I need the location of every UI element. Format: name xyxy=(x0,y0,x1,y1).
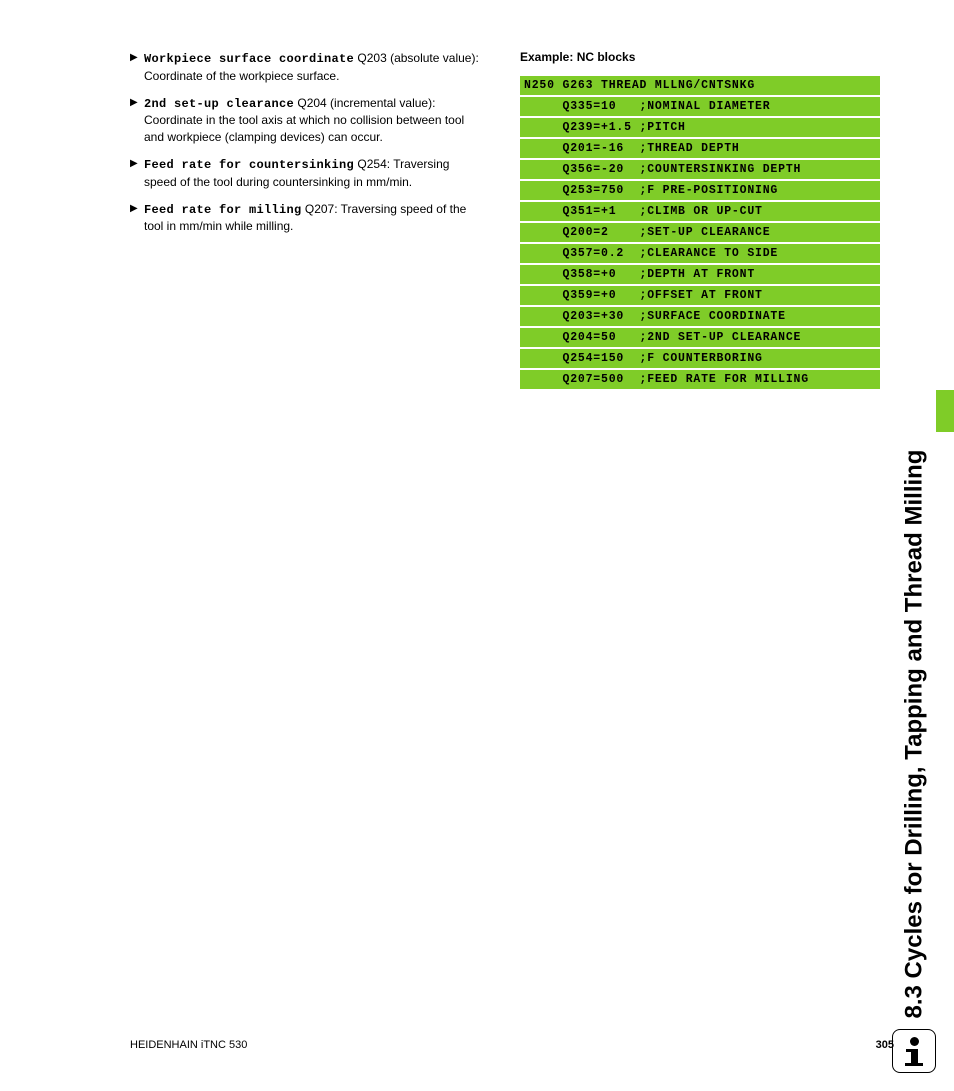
bullet-text: 2nd set-up clearance Q204 (incremental v… xyxy=(144,95,480,146)
code-cell: Q351=+1 ;CLIMB OR UP-CUT xyxy=(520,202,880,221)
code-cell: Q253=750 ;F PRE-POSITIONING xyxy=(520,181,880,200)
bullet-bold-term: 2nd set-up clearance xyxy=(144,97,294,111)
bullet-text: Feed rate for countersinking Q254: Trave… xyxy=(144,156,480,191)
bullet-marker-icon: ▶ xyxy=(130,50,144,85)
bullet-text: Workpiece surface coordinate Q203 (absol… xyxy=(144,50,480,85)
nc-code-table: N250 G263 THREAD MLLNG/CNTSNKG Q335=10 ;… xyxy=(520,74,880,391)
code-cell: N250 G263 THREAD MLLNG/CNTSNKG xyxy=(520,76,880,95)
code-row: Q204=50 ;2ND SET-UP CLEARANCE xyxy=(520,328,880,347)
info-icon xyxy=(892,1029,936,1073)
section-title-vertical: 8.3 Cycles for Drilling, Tapping and Thr… xyxy=(894,48,934,748)
bullet-item: ▶Workpiece surface coordinate Q203 (abso… xyxy=(130,50,480,85)
content-columns: ▶Workpiece surface coordinate Q203 (abso… xyxy=(130,50,894,391)
code-row: Q359=+0 ;OFFSET AT FRONT xyxy=(520,286,880,305)
code-cell: Q359=+0 ;OFFSET AT FRONT xyxy=(520,286,880,305)
code-row: Q351=+1 ;CLIMB OR UP-CUT xyxy=(520,202,880,221)
code-cell: Q356=-20 ;COUNTERSINKING DEPTH xyxy=(520,160,880,179)
code-row: Q207=500 ;FEED RATE FOR MILLING xyxy=(520,370,880,389)
bullet-marker-icon: ▶ xyxy=(130,95,144,146)
left-column: ▶Workpiece surface coordinate Q203 (abso… xyxy=(130,50,480,391)
code-row: Q203=+30 ;SURFACE COORDINATE xyxy=(520,307,880,326)
bullet-item: ▶2nd set-up clearance Q204 (incremental … xyxy=(130,95,480,146)
bullet-marker-icon: ▶ xyxy=(130,156,144,191)
code-cell: Q358=+0 ;DEPTH AT FRONT xyxy=(520,265,880,284)
code-cell: Q254=150 ;F COUNTERBORING xyxy=(520,349,880,368)
code-row: Q239=+1.5 ;PITCH xyxy=(520,118,880,137)
code-row: Q358=+0 ;DEPTH AT FRONT xyxy=(520,265,880,284)
code-cell: Q207=500 ;FEED RATE FOR MILLING xyxy=(520,370,880,389)
code-cell: Q203=+30 ;SURFACE COORDINATE xyxy=(520,307,880,326)
code-cell: Q239=+1.5 ;PITCH xyxy=(520,118,880,137)
code-cell: Q200=2 ;SET-UP CLEARANCE xyxy=(520,223,880,242)
code-row: Q335=10 ;NOMINAL DIAMETER xyxy=(520,97,880,116)
code-cell: Q201=-16 ;THREAD DEPTH xyxy=(520,139,880,158)
page-container: ▶Workpiece surface coordinate Q203 (abso… xyxy=(0,0,954,1091)
footer-product: HEIDENHAIN iTNC 530 xyxy=(130,1039,247,1051)
bullet-item: ▶Feed rate for countersinking Q254: Trav… xyxy=(130,156,480,191)
bullet-bold-term: Feed rate for countersinking xyxy=(144,158,354,172)
bullet-text: Feed rate for milling Q207: Traversing s… xyxy=(144,201,480,236)
bullet-item: ▶Feed rate for milling Q207: Traversing … xyxy=(130,201,480,236)
code-row: Q253=750 ;F PRE-POSITIONING xyxy=(520,181,880,200)
code-row: Q356=-20 ;COUNTERSINKING DEPTH xyxy=(520,160,880,179)
code-row: Q357=0.2 ;CLEARANCE TO SIDE xyxy=(520,244,880,263)
code-row: Q200=2 ;SET-UP CLEARANCE xyxy=(520,223,880,242)
code-row: Q254=150 ;F COUNTERBORING xyxy=(520,349,880,368)
side-tab-marker xyxy=(936,390,954,432)
bullet-bold-term: Feed rate for milling xyxy=(144,203,302,217)
code-cell: Q335=10 ;NOMINAL DIAMETER xyxy=(520,97,880,116)
section-title-text: 8.3 Cycles for Drilling, Tapping and Thr… xyxy=(900,450,928,1019)
bullet-marker-icon: ▶ xyxy=(130,201,144,236)
page-footer: HEIDENHAIN iTNC 530 305 xyxy=(130,1039,894,1051)
example-heading: Example: NC blocks xyxy=(520,50,880,64)
code-cell: Q357=0.2 ;CLEARANCE TO SIDE xyxy=(520,244,880,263)
right-column: Example: NC blocks N250 G263 THREAD MLLN… xyxy=(520,50,880,391)
code-cell: Q204=50 ;2ND SET-UP CLEARANCE xyxy=(520,328,880,347)
code-row: Q201=-16 ;THREAD DEPTH xyxy=(520,139,880,158)
code-row: N250 G263 THREAD MLLNG/CNTSNKG xyxy=(520,76,880,95)
bullet-bold-term: Workpiece surface coordinate xyxy=(144,52,354,66)
